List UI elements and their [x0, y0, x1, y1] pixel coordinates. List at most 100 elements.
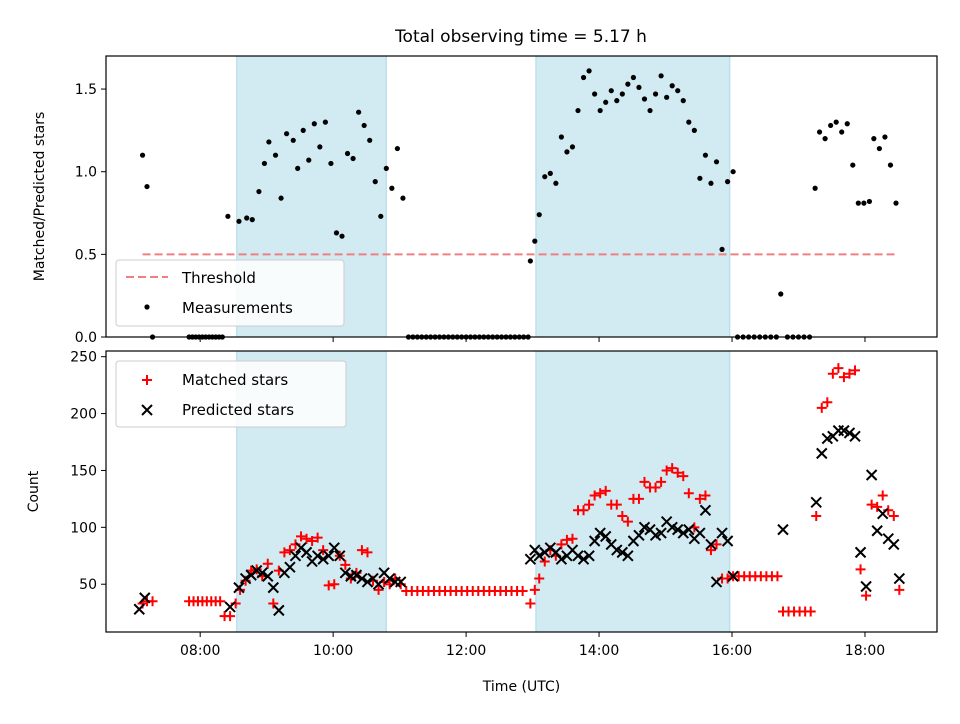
measurement-point	[311, 121, 317, 127]
x-tick-label: 16:00	[712, 643, 752, 659]
shaded-span	[535, 350, 731, 633]
measurement-point	[730, 169, 736, 175]
measurement-point	[597, 107, 603, 114]
matched-stars-point	[711, 539, 722, 550]
measurement-point	[636, 84, 642, 91]
matched-stars-point	[678, 471, 689, 482]
predicted-stars-point	[683, 523, 695, 536]
measurement-point	[691, 127, 697, 133]
predicted-stars-point	[555, 553, 568, 565]
measurement-point	[708, 180, 714, 186]
measurement-point	[383, 165, 389, 171]
measurement-point	[887, 162, 894, 168]
predicted-stars-point	[832, 424, 845, 437]
matched-stars-point	[639, 476, 650, 487]
measurement-point	[536, 212, 542, 218]
bottom-panel: 50 100 150 200 250 08:00 10:00 12:00 14:00 16:00 1…	[26, 350, 938, 695]
y-tick-label: 150	[70, 463, 97, 479]
measurement-point	[603, 99, 609, 105]
matched-stars-point	[225, 611, 236, 622]
measurement-point	[389, 185, 395, 191]
predicted-stars-point	[577, 553, 590, 565]
predicted-stars-point	[328, 542, 340, 554]
measurement-point	[317, 144, 323, 150]
matched-stars-point	[284, 545, 295, 556]
measurement-point	[619, 91, 625, 97]
predicted-stars-point	[256, 567, 268, 579]
measurement-point	[641, 96, 648, 102]
measurement-point	[261, 160, 268, 167]
measurement-point	[686, 119, 692, 125]
predicted-stars-point	[727, 570, 739, 582]
predicted-stars-point	[777, 523, 789, 536]
predicted-stars-point	[877, 507, 889, 520]
measurement-point	[664, 94, 670, 100]
y-tick-label: 100	[70, 520, 97, 536]
predicted-stars-point	[699, 504, 712, 516]
predicted-stars-point	[810, 496, 822, 509]
predicted-stars-point	[350, 569, 363, 581]
measurement-point	[855, 200, 861, 206]
measurement-point	[614, 98, 620, 104]
matched-stars-point	[894, 584, 905, 595]
measurement-point	[527, 258, 533, 264]
matched-stars-point	[805, 606, 816, 617]
matched-stars-point	[600, 485, 611, 496]
matched-stars-point	[622, 516, 633, 527]
predicted-stars-point	[888, 538, 900, 551]
matched-stars-point	[667, 463, 678, 474]
measurement-point	[295, 165, 301, 171]
legend-matched-label: Matched stars	[182, 371, 288, 389]
measurement-point	[256, 188, 262, 195]
predicted-stars-point	[600, 530, 612, 543]
measurement-point	[778, 291, 784, 297]
axes-frame	[105, 350, 938, 633]
matched-stars-point	[356, 545, 367, 556]
measurement-point	[816, 129, 823, 135]
matched-stars-point	[340, 559, 351, 570]
measurement-point	[266, 139, 272, 145]
measurement-point	[724, 179, 731, 185]
matched-stars-point	[861, 590, 872, 601]
predicted-stars-point	[533, 550, 545, 562]
measurement-point	[225, 213, 231, 219]
predicted-stars-point	[854, 546, 867, 559]
predicted-stars-point	[572, 550, 584, 562]
y-axis-label: Matched/Predicted stars	[32, 112, 48, 282]
y-tick-label: 1.5	[75, 82, 97, 98]
measurement-point	[532, 238, 538, 244]
predicted-stars-point	[616, 546, 629, 559]
measurement-point	[625, 81, 631, 87]
matched-stars-point	[584, 499, 595, 510]
measurement-point	[378, 213, 384, 219]
measurement-point	[608, 88, 614, 94]
y-tick-label: 200	[70, 407, 97, 423]
legend-threshold-label: Threshold	[181, 269, 256, 287]
measurement-point	[713, 159, 720, 165]
legend-predicted-label: Predicted stars	[182, 401, 294, 419]
x-tick-label: 18:00	[845, 643, 885, 659]
y-tick-label: 0.0	[75, 330, 97, 346]
predicted-stars-point	[317, 553, 329, 565]
y-tick-label: 50	[79, 577, 97, 593]
matched-stars-point	[656, 476, 667, 487]
y-tick-label: 250	[70, 350, 97, 366]
y-tick-label: 0.5	[75, 247, 97, 263]
measurement-point	[300, 127, 306, 133]
measurement-point	[339, 233, 345, 239]
y-axis-label: Count	[26, 470, 42, 512]
predicted-stars-point	[334, 550, 346, 562]
matched-stars-point	[633, 493, 644, 504]
predicted-stars-point	[139, 592, 151, 604]
measurement-point	[306, 157, 312, 163]
matched-stars-point	[866, 499, 877, 510]
matched-stars-point	[700, 490, 711, 501]
matched-stars-point	[617, 510, 628, 521]
measurement-point	[284, 131, 290, 137]
predicted-stars-point	[721, 535, 734, 547]
measurement-point	[647, 107, 653, 114]
legend-box	[115, 259, 345, 327]
predicted-stars-point	[289, 550, 302, 562]
predicted-stars-point	[233, 581, 245, 594]
measurement-point	[586, 68, 592, 74]
